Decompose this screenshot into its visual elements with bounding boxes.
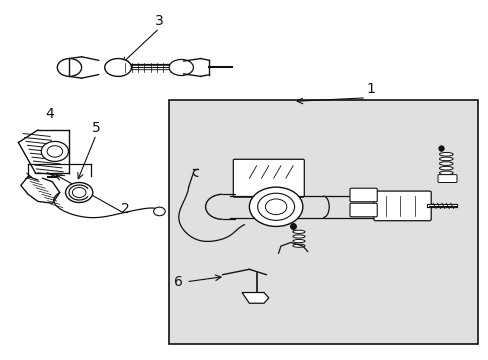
- FancyBboxPatch shape: [373, 191, 430, 221]
- Circle shape: [57, 59, 81, 76]
- Ellipse shape: [439, 171, 452, 175]
- Text: 1: 1: [366, 82, 375, 96]
- Circle shape: [153, 207, 165, 216]
- Bar: [169, 100, 477, 344]
- Ellipse shape: [292, 235, 305, 238]
- Ellipse shape: [439, 153, 452, 156]
- Ellipse shape: [104, 59, 131, 76]
- Polygon shape: [242, 293, 268, 303]
- Ellipse shape: [292, 239, 305, 243]
- Circle shape: [47, 146, 62, 157]
- Ellipse shape: [439, 166, 452, 170]
- Ellipse shape: [292, 230, 305, 233]
- Text: 6: 6: [174, 275, 183, 289]
- FancyBboxPatch shape: [349, 188, 376, 202]
- FancyBboxPatch shape: [349, 203, 376, 217]
- Ellipse shape: [169, 59, 193, 76]
- Circle shape: [41, 141, 68, 161]
- Circle shape: [65, 183, 93, 203]
- Circle shape: [265, 199, 286, 215]
- Circle shape: [72, 188, 86, 198]
- FancyBboxPatch shape: [233, 159, 304, 197]
- Text: 4: 4: [45, 107, 54, 121]
- Text: 3: 3: [155, 14, 163, 28]
- Text: 5: 5: [92, 121, 101, 135]
- FancyBboxPatch shape: [437, 175, 456, 183]
- Ellipse shape: [292, 244, 305, 247]
- Circle shape: [257, 193, 294, 220]
- Ellipse shape: [439, 162, 452, 165]
- Ellipse shape: [439, 157, 452, 161]
- Text: 2: 2: [121, 202, 129, 216]
- Circle shape: [249, 187, 302, 226]
